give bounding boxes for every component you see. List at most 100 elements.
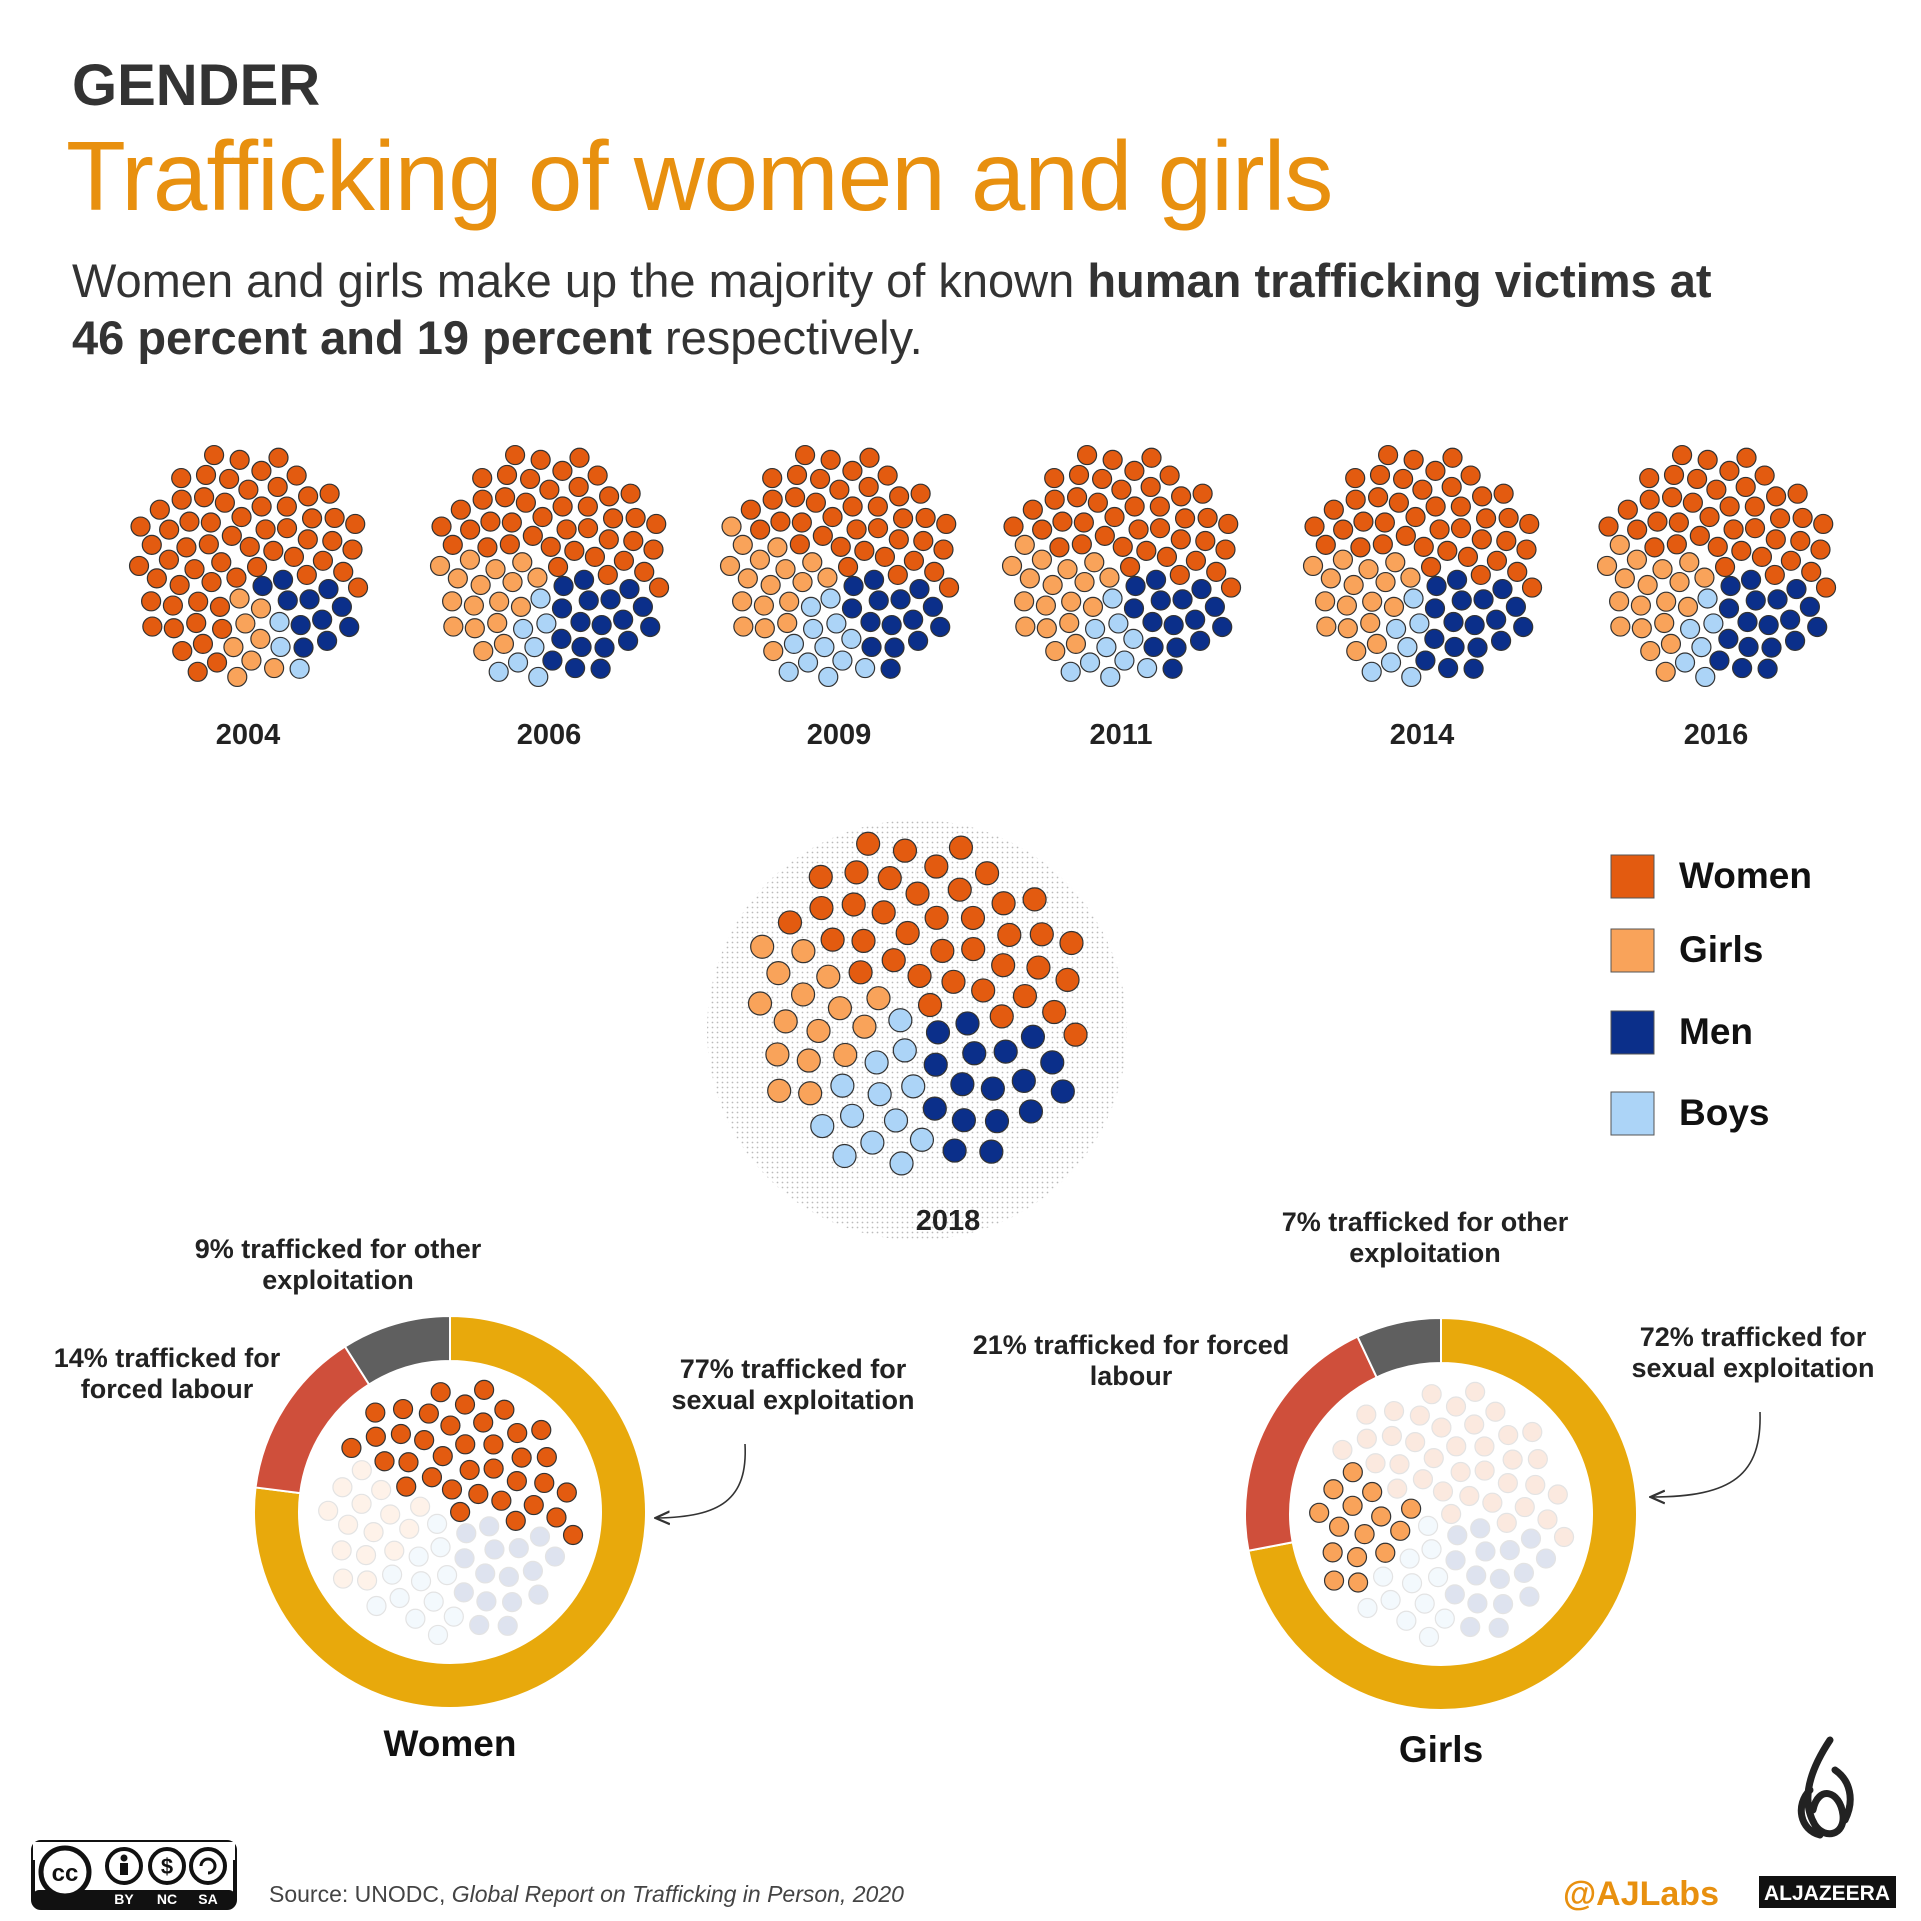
dot <box>186 612 207 634</box>
dot <box>1610 616 1631 637</box>
dot <box>130 516 151 537</box>
dot <box>777 612 798 634</box>
inner-dot <box>1519 1586 1540 1607</box>
inner-dot <box>483 1458 504 1479</box>
dot <box>1513 616 1534 638</box>
halo <box>707 820 1127 1240</box>
inner-dot <box>1466 1565 1487 1586</box>
inner-dot <box>1387 1478 1408 1499</box>
dot <box>820 927 845 952</box>
dot <box>283 546 305 568</box>
dot <box>1170 529 1191 550</box>
dot <box>1169 564 1190 586</box>
dot <box>623 530 644 552</box>
dot <box>1679 552 1700 573</box>
inner-dot <box>1474 1436 1495 1457</box>
inner-dot <box>365 1402 386 1423</box>
inner-dot <box>1380 1589 1401 1611</box>
dot <box>1801 561 1822 582</box>
dot <box>1596 555 1618 577</box>
inner-dot <box>399 1518 420 1539</box>
dot <box>765 1042 790 1067</box>
dot <box>431 516 452 537</box>
inner-dot <box>506 1471 527 1492</box>
inner-dot <box>341 1437 362 1459</box>
inner-dot <box>1357 1597 1378 1619</box>
legend-swatch <box>1610 928 1655 973</box>
dot <box>1786 578 1807 600</box>
dot <box>473 640 494 662</box>
dot <box>905 881 930 906</box>
year-label: 2014 <box>1390 719 1455 751</box>
dot <box>1429 519 1450 540</box>
inner-dot <box>410 1496 431 1517</box>
dot <box>1124 496 1145 517</box>
dot <box>1668 512 1689 533</box>
dot <box>515 492 536 513</box>
dot <box>732 591 753 612</box>
dot <box>877 866 902 891</box>
dot <box>547 556 569 578</box>
dot <box>861 636 882 658</box>
dot <box>1315 534 1336 555</box>
dot <box>250 598 272 619</box>
dot <box>1112 536 1133 557</box>
dot <box>883 1108 909 1133</box>
dot <box>809 895 834 921</box>
dot <box>1055 967 1080 992</box>
dot <box>848 960 873 985</box>
dot <box>487 612 508 634</box>
dot <box>1019 568 1040 589</box>
inner-dot <box>1450 1461 1471 1483</box>
inner-dot <box>1409 1405 1430 1426</box>
dot <box>1745 590 1766 611</box>
dot <box>1744 518 1766 539</box>
dot <box>773 1009 798 1034</box>
dot <box>252 575 273 597</box>
dot <box>1125 575 1146 597</box>
dot <box>584 546 606 568</box>
dot <box>286 465 307 486</box>
dot <box>1655 661 1676 682</box>
license-badge: cc $ BY NC SA <box>31 1840 237 1910</box>
dot <box>786 464 808 486</box>
dot <box>301 508 323 529</box>
inner-dot <box>468 1483 489 1505</box>
brand-logo: ALJAZEERA <box>1759 1736 1896 1908</box>
slice-label: 7% trafficked for other exploitation <box>1281 1207 1569 1268</box>
dot <box>499 534 520 555</box>
dot <box>1395 525 1416 546</box>
dot <box>1451 590 1472 611</box>
dot <box>1001 555 1023 577</box>
inner-dot <box>1309 1502 1330 1523</box>
inner-dot <box>423 1591 444 1612</box>
dot <box>1446 569 1468 590</box>
dot <box>1441 476 1462 498</box>
dot <box>218 468 240 490</box>
dot <box>903 609 924 630</box>
dot <box>442 591 463 612</box>
dot <box>941 969 966 994</box>
dot <box>842 496 863 517</box>
dot <box>1425 460 1446 481</box>
dot <box>791 512 812 533</box>
dot <box>447 568 468 589</box>
title: Trafficking of women and girls <box>66 121 1333 231</box>
dot <box>888 529 909 550</box>
dot <box>223 637 244 658</box>
dot <box>1156 546 1178 568</box>
dot <box>188 591 209 612</box>
inner-dot <box>355 1544 377 1566</box>
dot <box>892 1038 917 1063</box>
dot <box>221 525 242 546</box>
dot <box>816 964 841 989</box>
dot <box>930 616 951 638</box>
dot <box>472 467 493 489</box>
pie-title: Girls <box>1399 1729 1483 1770</box>
dot <box>276 496 297 517</box>
dot <box>887 564 908 586</box>
inner-dot <box>476 1591 497 1612</box>
dot <box>915 507 936 529</box>
dot <box>948 835 974 860</box>
inner-dot <box>392 1398 414 1420</box>
